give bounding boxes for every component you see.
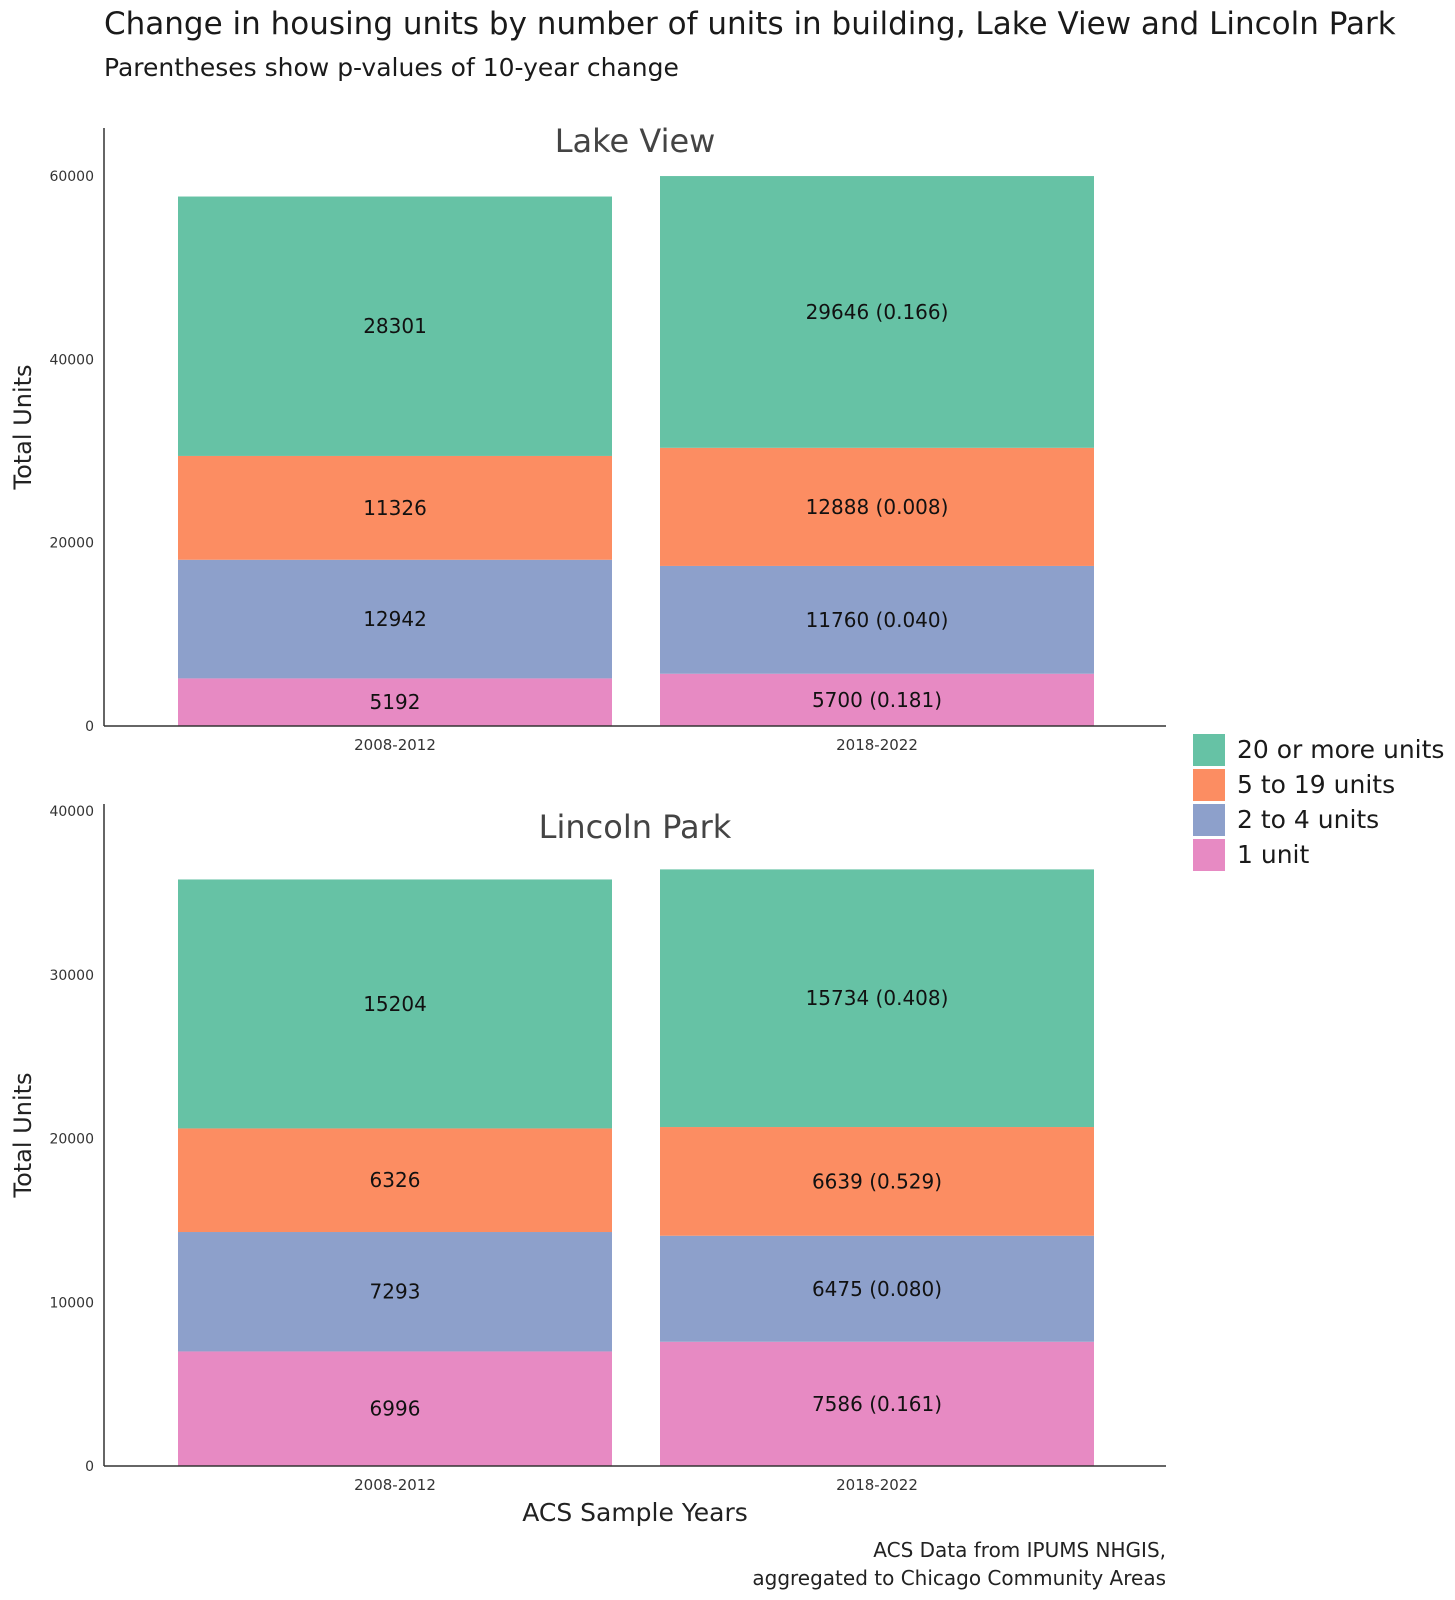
data-label: 29646 (0.166): [806, 300, 949, 324]
data-label: 6475 (0.080): [812, 1277, 942, 1301]
bar-segment: [660, 1341, 1094, 1466]
legend-item: 1 unit: [1193, 837, 1444, 872]
data-label: 6326: [370, 1168, 421, 1192]
bar-segment: [660, 1235, 1094, 1342]
bar-segment: [178, 1232, 612, 1352]
x-tick-label: 2008-2012: [354, 736, 436, 754]
data-label: 7293: [370, 1280, 421, 1304]
legend-label: 20 or more units: [1237, 735, 1445, 764]
y-tick-label: 40000: [49, 804, 94, 820]
data-label: 15734 (0.408): [806, 986, 949, 1010]
y-axis-label: Total Units: [9, 364, 37, 490]
bar-segment: [178, 678, 612, 726]
legend-label: 5 to 19 units: [1237, 770, 1396, 799]
data-label: 28301: [363, 314, 427, 338]
legend-label: 1 unit: [1237, 840, 1310, 869]
y-tick-label: 40000: [49, 352, 94, 368]
bar-segment: [660, 673, 1094, 726]
y-tick-label: 10000: [49, 1295, 94, 1311]
x-tick-label: 2008-2012: [354, 1476, 436, 1494]
panel-title: Lake View: [555, 122, 716, 160]
x-tick-label: 2018-2022: [836, 736, 918, 754]
chart-subtitle: Parentheses show p-values of 10-year cha…: [104, 53, 679, 82]
legend-item: 5 to 19 units: [1193, 767, 1444, 802]
legend-swatch: [1193, 838, 1225, 871]
panel-title: Lincoln Park: [539, 808, 732, 846]
data-label: 15204: [363, 992, 427, 1016]
y-tick-label: 20000: [49, 1132, 94, 1148]
bar-segment: [660, 869, 1094, 1128]
bar-segment: [178, 1128, 612, 1233]
bar-segment: [178, 196, 612, 456]
chart-title: Change in housing units by number of uni…: [104, 6, 1396, 42]
data-label: 12888 (0.008): [806, 495, 949, 519]
legend: 20 or more units 5 to 19 units 2 to 4 unit…: [1193, 732, 1444, 872]
x-axis-label: ACS Sample Years: [522, 1498, 748, 1527]
bar-segment: [178, 559, 612, 679]
legend-swatch: [1193, 803, 1225, 836]
y-tick-label: 0: [85, 719, 94, 735]
y-tick-label: 0: [85, 1459, 94, 1475]
bar-segment: [178, 1351, 612, 1466]
y-tick-label: 60000: [49, 169, 94, 185]
legend-swatch: [1193, 733, 1225, 766]
y-tick-label: 20000: [49, 536, 94, 552]
bar-segment: [660, 1127, 1094, 1236]
legend-item: 2 to 4 units: [1193, 802, 1444, 837]
caption-line-2: aggregated to Chicago Community Areas: [752, 1566, 1166, 1590]
data-label: 5192: [370, 690, 421, 714]
bar-segment: [660, 565, 1094, 674]
bar-segment: [178, 879, 612, 1129]
caption-line-1: ACS Data from IPUMS NHGIS,: [873, 1538, 1166, 1562]
data-label: 11326: [363, 496, 427, 520]
data-label: 6639 (0.529): [812, 1169, 942, 1193]
legend-item: 20 or more units: [1193, 732, 1444, 767]
data-label: 12942: [363, 607, 427, 631]
data-label: 5700 (0.181): [812, 688, 942, 712]
y-axis-label: Total Units: [9, 1072, 37, 1198]
x-tick-label: 2018-2022: [836, 1476, 918, 1494]
data-label: 6996: [370, 1397, 421, 1421]
y-tick-label: 30000: [49, 968, 94, 984]
bar-segment: [178, 455, 612, 560]
legend-swatch: [1193, 768, 1225, 801]
data-label: 7586 (0.161): [812, 1392, 942, 1416]
caption: ACS Data from IPUMS NHGIS, aggregated to…: [752, 1536, 1166, 1592]
data-label: 11760 (0.040): [806, 608, 949, 632]
bar-segment: [660, 447, 1094, 566]
bar-segment: [660, 176, 1094, 448]
legend-label: 2 to 4 units: [1237, 805, 1380, 834]
